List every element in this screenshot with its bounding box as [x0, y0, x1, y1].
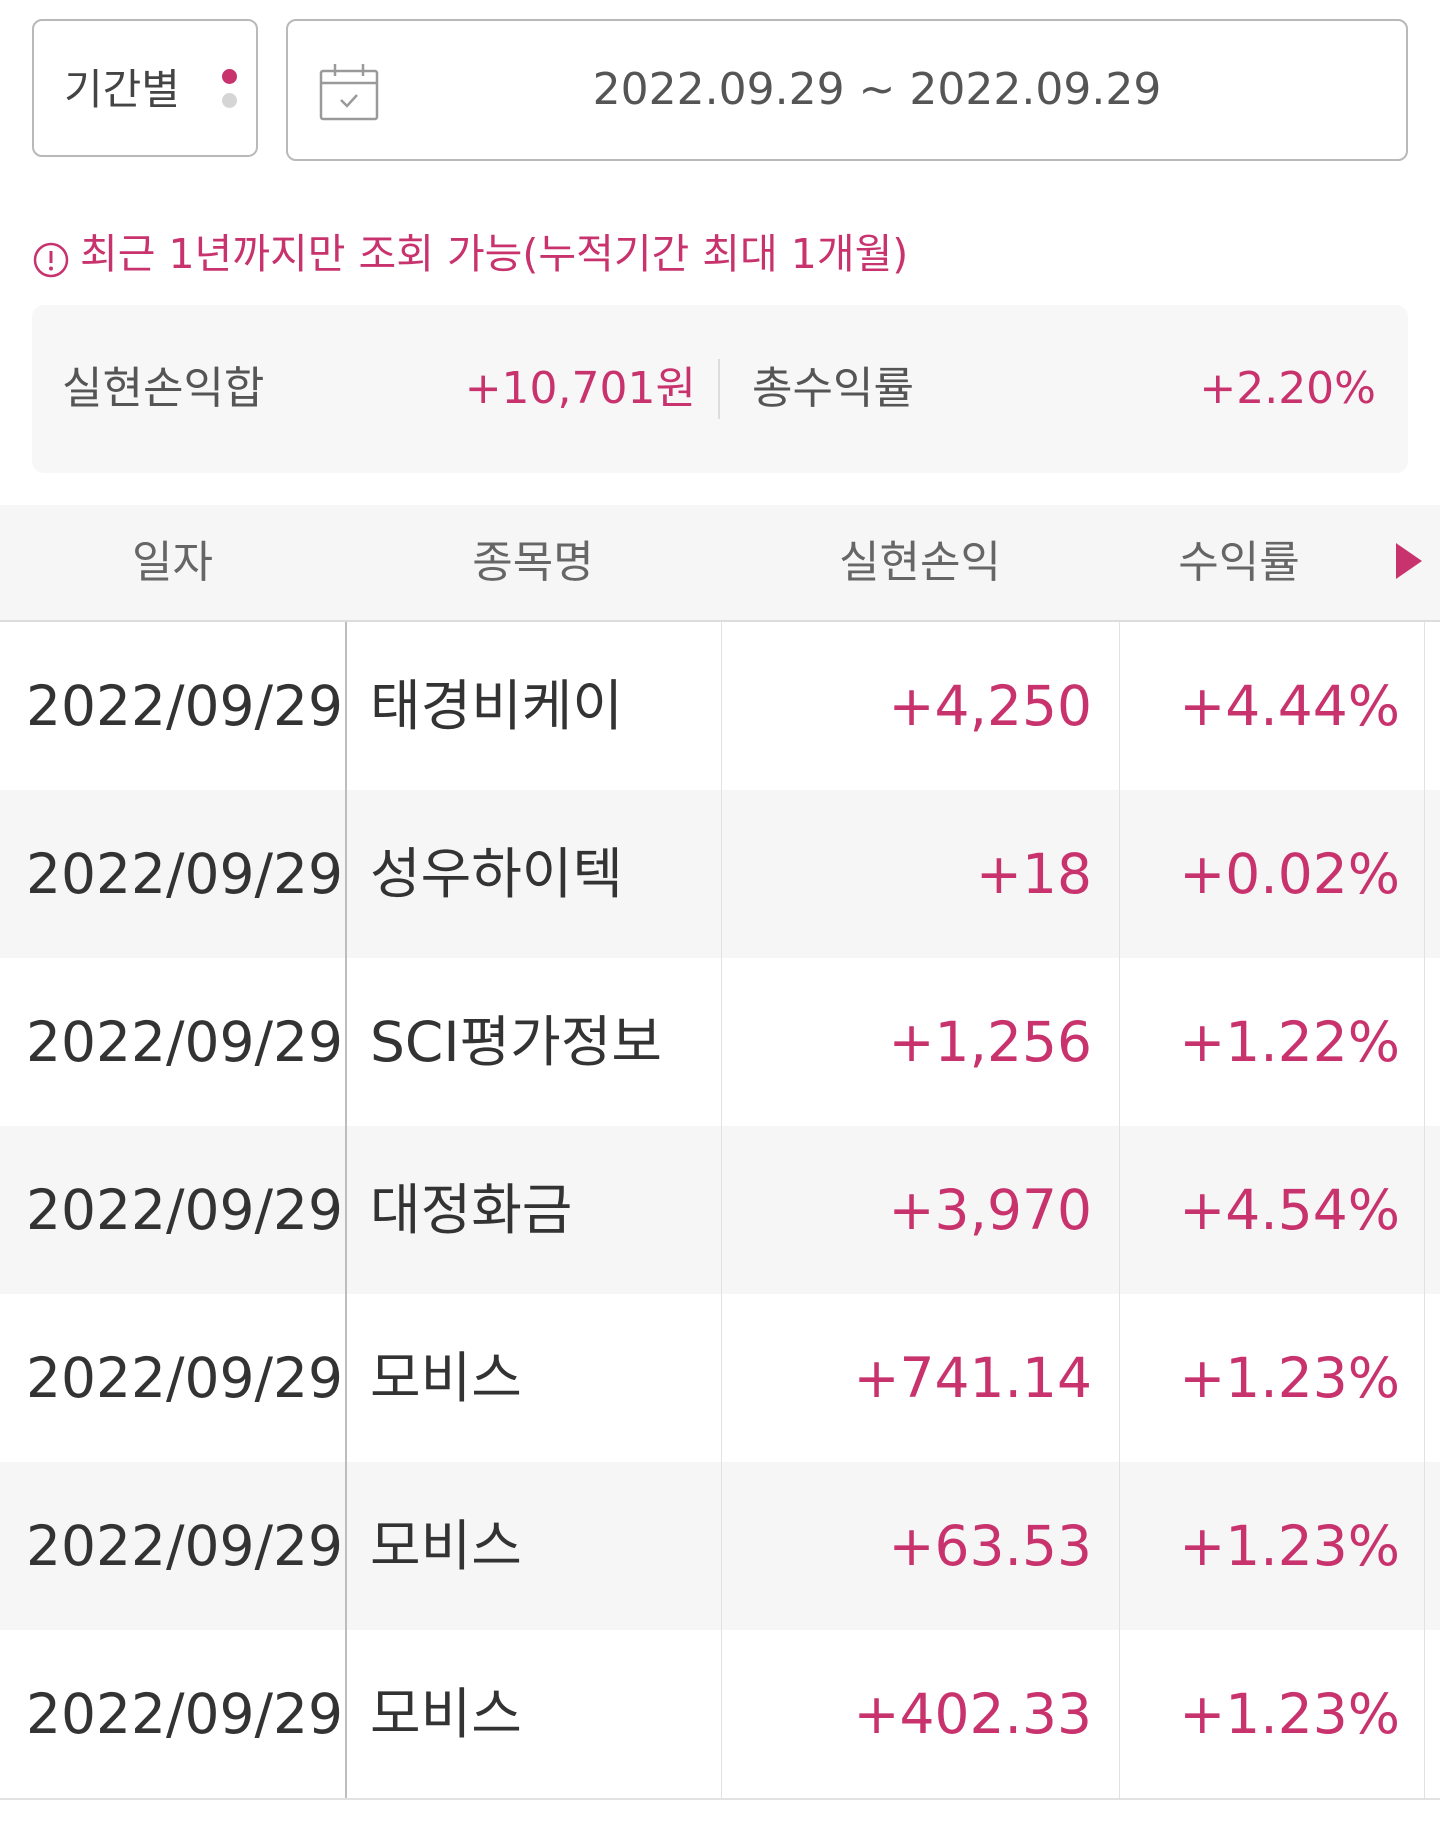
cell-date: 2022/09/29 — [26, 674, 344, 738]
realized-pnl-value: +10,701원 — [464, 363, 696, 414]
summary-box: 실현손익합 +10,701원 총수익률 +2.20% — [32, 305, 1408, 473]
header-name: 종목명 — [472, 537, 594, 588]
table-row[interactable]: 2022/09/29 대정화금 +3,970 +4.54% — [0, 1126, 1440, 1294]
active-dot — [222, 69, 237, 84]
cell-return-rate: +0.02% — [1179, 842, 1400, 906]
cell-return-rate: +1.22% — [1179, 1010, 1400, 1074]
cell-realized-pnl: +18 — [975, 842, 1092, 906]
column-divider — [1119, 622, 1120, 1798]
cell-realized-pnl: +741.14 — [853, 1346, 1092, 1410]
cell-realized-pnl: +3,970 — [888, 1178, 1092, 1242]
filter-bar: 기간별 2022.09.29 ~ 2022.09.29 — [32, 19, 1408, 161]
header-date: 일자 — [132, 537, 213, 588]
cell-stock-name: 모비스 — [370, 1682, 522, 1746]
triangle-right-icon[interactable] — [1394, 541, 1424, 581]
cell-realized-pnl: +402.33 — [853, 1682, 1092, 1746]
cell-date: 2022/09/29 — [26, 1346, 344, 1410]
cell-stock-name: 모비스 — [370, 1514, 522, 1578]
date-range-text: 2022.09.29 ~ 2022.09.29 — [592, 64, 1162, 115]
cell-stock-name: 대정화금 — [370, 1178, 573, 1242]
cell-date: 2022/09/29 — [26, 842, 344, 906]
period-label: 기간별 — [64, 65, 180, 114]
column-divider — [721, 622, 722, 1798]
notice: 최근 1년까지만 조회 가능(누적기간 최대 1개월) — [32, 224, 908, 284]
header-rate: 수익률 — [1178, 537, 1300, 588]
summary-divider — [718, 359, 720, 419]
column-divider — [1424, 622, 1425, 1798]
cell-realized-pnl: +4,250 — [888, 674, 1092, 738]
table-row[interactable]: 2022/09/29 성우하이텍 +18 +0.02% — [0, 790, 1440, 958]
table-bottom-border — [0, 1798, 1440, 1800]
table-header: 일자 종목명 실현손익 수익률 — [0, 505, 1440, 622]
realized-pnl-label: 실현손익합 — [62, 363, 265, 414]
inactive-dot — [222, 93, 237, 108]
cell-date: 2022/09/29 — [26, 1514, 344, 1578]
period-select[interactable]: 기간별 — [32, 19, 258, 157]
calendar-check-icon — [318, 61, 380, 123]
cell-stock-name: 모비스 — [370, 1346, 522, 1410]
table-row[interactable]: 2022/09/29 SCI평가정보 +1,256 +1.22% — [0, 958, 1440, 1126]
cell-stock-name: SCI평가정보 — [370, 1010, 662, 1074]
header-pnl: 실현손익 — [839, 537, 1001, 588]
notice-text: 최근 1년까지만 조회 가능(누적기간 최대 1개월) — [80, 230, 909, 278]
table-row[interactable]: 2022/09/29 태경비케이 +4,250 +4.44% — [0, 622, 1440, 790]
table-row[interactable]: 2022/09/29 모비스 +402.33 +1.23% — [0, 1630, 1440, 1798]
total-return-value: +2.20% — [1199, 363, 1376, 414]
cell-return-rate: +1.23% — [1179, 1682, 1400, 1746]
period-toggle-dots-icon — [222, 69, 238, 113]
cell-date: 2022/09/29 — [26, 1178, 344, 1242]
cell-date: 2022/09/29 — [26, 1682, 344, 1746]
cell-stock-name: 성우하이텍 — [370, 842, 624, 906]
cell-stock-name: 태경비케이 — [370, 674, 624, 738]
table-body: 2022/09/29 태경비케이 +4,250 +4.44% 2022/09/29 성우하… — [0, 622, 1440, 1800]
cell-date: 2022/09/29 — [26, 1010, 344, 1074]
cell-return-rate: +4.54% — [1179, 1178, 1400, 1242]
table-row[interactable]: 2022/09/29 모비스 +741.14 +1.23% — [0, 1294, 1440, 1462]
cell-realized-pnl: +1,256 — [888, 1010, 1092, 1074]
pnl-table: 일자 종목명 실현손익 수익률 2022/09/29 태경비케이 +4,250 +4.… — [0, 505, 1440, 1800]
cell-return-rate: +1.23% — [1179, 1514, 1400, 1578]
cell-realized-pnl: +63.53 — [888, 1514, 1092, 1578]
cell-return-rate: +1.23% — [1179, 1346, 1400, 1410]
table-row[interactable]: 2022/09/29 모비스 +63.53 +1.23% — [0, 1462, 1440, 1630]
info-circle-icon — [32, 235, 70, 278]
date-range-picker[interactable]: 2022.09.29 ~ 2022.09.29 — [286, 19, 1408, 161]
cell-return-rate: +4.44% — [1179, 674, 1400, 738]
total-return-label: 총수익률 — [752, 363, 914, 414]
column-divider — [345, 622, 347, 1798]
